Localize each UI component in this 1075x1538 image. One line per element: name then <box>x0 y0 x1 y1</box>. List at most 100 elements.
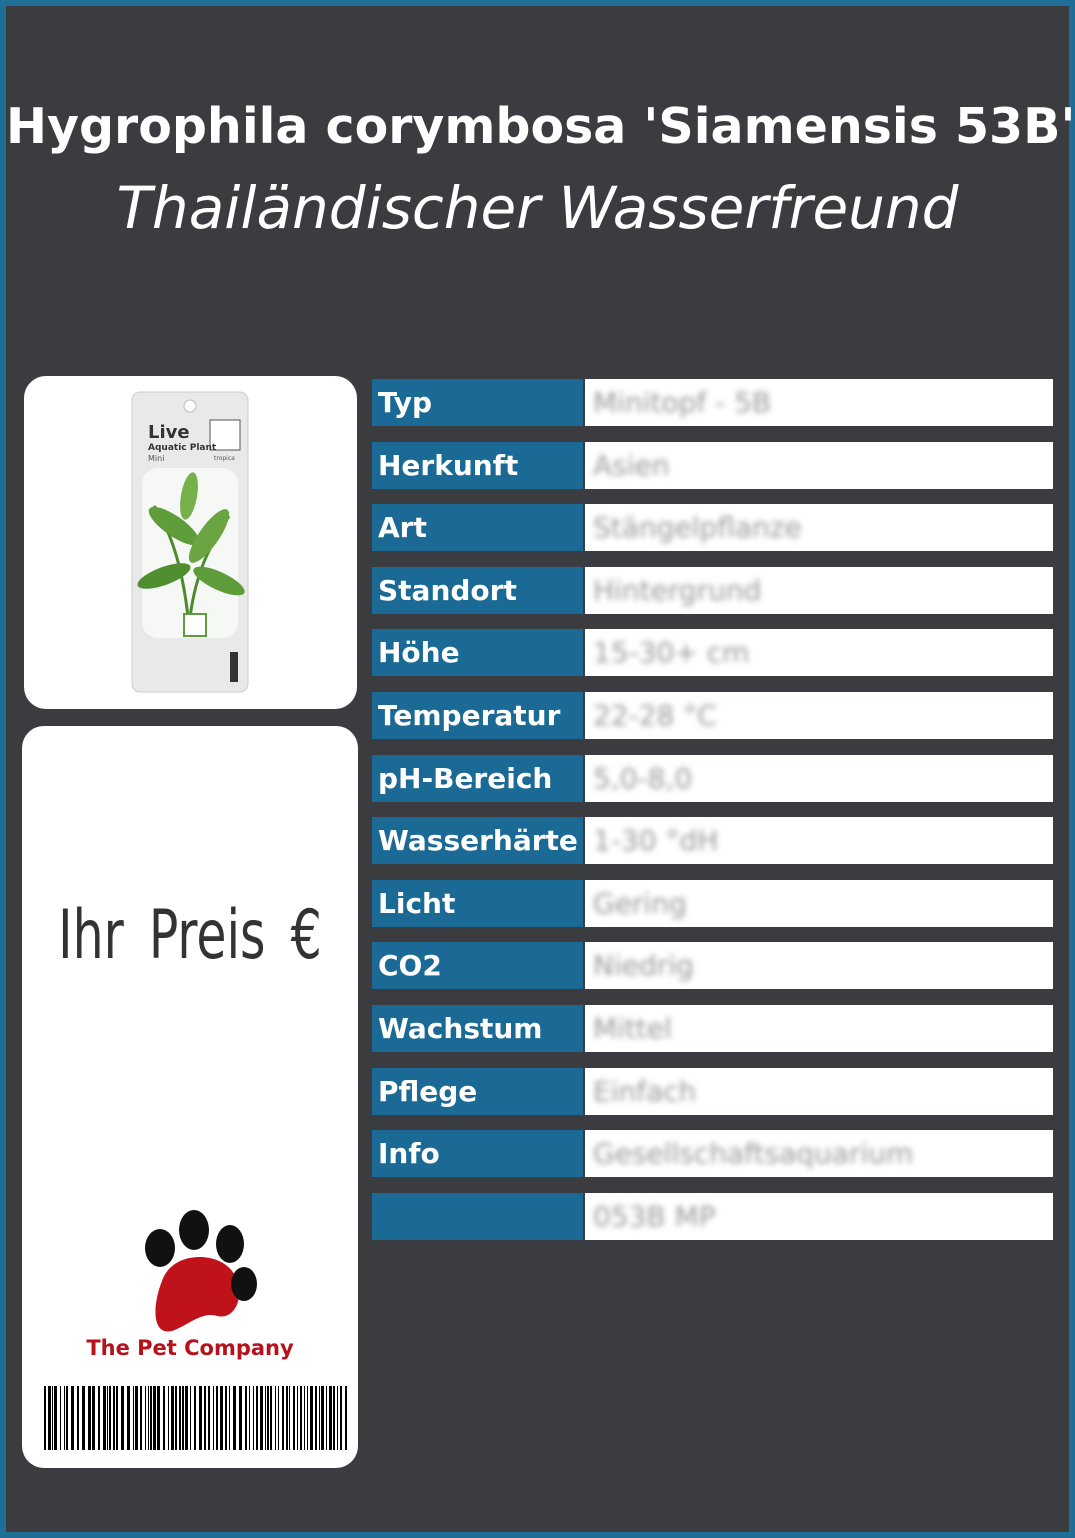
spec-value-cell: Mittel <box>585 1005 1053 1052</box>
price-card: Ihr Preis € The Pet Company <box>22 726 358 1468</box>
barcode-bar <box>345 1386 347 1450</box>
spec-value-cell: Niedrig <box>585 942 1053 990</box>
barcode-bar <box>249 1386 250 1450</box>
barcode-bar <box>329 1386 332 1450</box>
barcode-bar <box>225 1386 227 1450</box>
barcode-bar <box>54 1386 57 1450</box>
spec-value-cell: Gesellschaftsaquarium <box>585 1130 1053 1178</box>
spec-value: 15-30+ cm <box>593 636 750 670</box>
barcode-bar <box>92 1386 95 1450</box>
spec-value: Niedrig <box>593 949 694 983</box>
spec-value: Hintergrund <box>593 573 762 607</box>
barcode-bar <box>213 1386 214 1450</box>
spec-value-cell: 1-30 °dH <box>585 817 1053 865</box>
barcode-bar <box>121 1386 124 1450</box>
spec-label: Herkunft <box>372 441 583 489</box>
spec-row: Wasserhärte 1-30 °dH <box>372 817 1053 865</box>
barcode-bar <box>216 1386 218 1450</box>
price-label: Ihr Preis € <box>58 896 322 975</box>
barcode-bar <box>127 1386 130 1450</box>
barcode-bar <box>82 1386 85 1450</box>
barcode-bar <box>88 1386 91 1450</box>
spec-label: CO2 <box>372 942 583 990</box>
spec-value-cell: 22-28 °C <box>585 692 1053 739</box>
spec-label: Wasserhärte <box>372 817 583 865</box>
subtitle: Thailändischer Wasserfreund <box>116 174 959 242</box>
barcode-bar <box>233 1386 236 1450</box>
barcode-bar <box>260 1386 263 1450</box>
barcode-bar <box>60 1386 61 1450</box>
barcode-bar <box>133 1386 134 1450</box>
barcode-bar <box>208 1386 210 1450</box>
barcode-bar <box>204 1386 206 1450</box>
spec-row: Standort Hintergrund <box>372 566 1053 614</box>
spec-label: Temperatur <box>372 692 583 739</box>
spec-value: 5,0-8,0 <box>593 761 693 795</box>
package-brand: Live <box>148 422 190 443</box>
barcode-bar <box>168 1386 169 1450</box>
spec-value-cell: Einfach <box>585 1067 1053 1115</box>
spec-label: Standort <box>372 566 583 614</box>
spec-row: Typ Minitopf - 5B <box>372 379 1053 426</box>
barcode-bar <box>116 1386 118 1450</box>
barcode-bar <box>157 1386 160 1450</box>
spec-value: Stängelpflanze <box>593 511 802 545</box>
spec-value: Minitopf - 5B <box>593 386 772 419</box>
barcode-bar <box>315 1386 317 1450</box>
barcode-bar <box>265 1386 266 1450</box>
barcode-bar <box>103 1386 106 1450</box>
barcode-bar <box>300 1386 302 1450</box>
spec-value: 22-28 °C <box>593 699 717 732</box>
barcode-bar <box>270 1386 272 1450</box>
spec-value-cell: Stängelpflanze <box>585 504 1053 552</box>
spec-label: Info <box>372 1130 583 1178</box>
barcode-bar <box>229 1386 230 1450</box>
barcode-bar <box>293 1386 295 1450</box>
barcode-bar <box>275 1386 276 1450</box>
spec-row: pH-Bereich 5,0-8,0 <box>372 754 1053 802</box>
spec-label: Typ <box>372 379 583 426</box>
barcode-bar <box>182 1386 184 1450</box>
spec-row: Herkunft Asien <box>372 441 1053 489</box>
barcode <box>44 1386 347 1450</box>
barcode-bar <box>297 1386 298 1450</box>
barcode-bar <box>307 1386 308 1450</box>
barcode-bar <box>282 1386 284 1450</box>
barcode-bar <box>321 1386 324 1450</box>
spec-row: Pflege Einfach <box>372 1067 1053 1115</box>
barcode-bar <box>64 1386 65 1450</box>
spec-label: pH-Bereich <box>372 754 583 802</box>
barcode-bar <box>278 1386 279 1450</box>
spec-value-cell: Asien <box>585 441 1053 489</box>
barcode-bar <box>163 1386 165 1450</box>
barcode-bar <box>319 1386 320 1450</box>
spec-label <box>372 1192 583 1240</box>
spec-row: Temperatur 22-28 °C <box>372 692 1053 739</box>
barcode-bar <box>71 1386 74 1450</box>
barcode-bar <box>135 1386 138 1450</box>
spec-label: Art <box>372 504 583 552</box>
barcode-bar <box>175 1386 177 1450</box>
image-card: Live Aquatic Plant Mini tropica <box>24 376 357 709</box>
barcode-bar <box>326 1386 327 1450</box>
barcode-bar <box>52 1386 53 1450</box>
barcode-bar <box>185 1386 188 1450</box>
barcode-bar <box>333 1386 335 1450</box>
package-maker: tropica <box>214 455 235 462</box>
barcode-bar <box>140 1386 142 1450</box>
barcode-bar <box>148 1386 149 1450</box>
barcode-bar <box>48 1386 51 1450</box>
spec-row: Info Gesellschaftsaquarium <box>372 1130 1053 1178</box>
spec-value: 053B MP <box>593 1199 716 1233</box>
barcode-bar <box>145 1386 146 1450</box>
spec-value-cell: Gering <box>585 879 1053 927</box>
barcode-bar <box>150 1386 152 1450</box>
barcode-bar <box>77 1386 79 1450</box>
spec-value-cell: Hintergrund <box>585 566 1053 614</box>
barcode-bar <box>113 1386 115 1450</box>
barcode-bar <box>179 1386 181 1450</box>
product-image: Live Aquatic Plant Mini tropica <box>131 391 249 693</box>
spec-value-cell: 15-30+ cm <box>585 629 1053 677</box>
barcode-bar <box>267 1386 269 1450</box>
barcode-bar <box>256 1386 258 1450</box>
